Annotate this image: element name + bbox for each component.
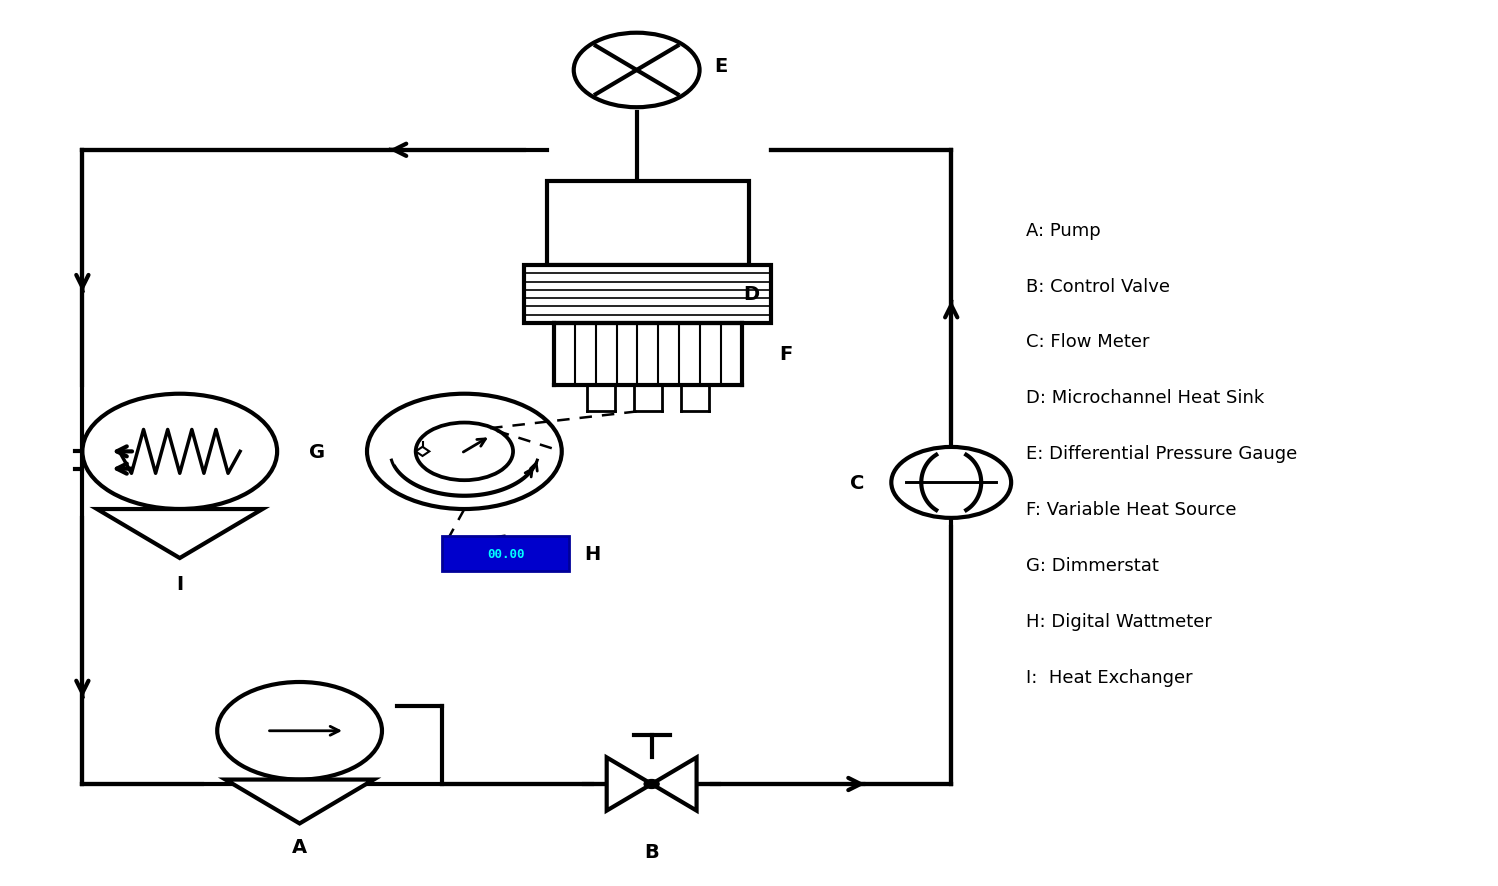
- Text: F: F: [779, 345, 792, 364]
- Text: C: C: [849, 473, 864, 493]
- Text: A: A: [292, 836, 307, 856]
- Text: D: Microchannel Heat Sink: D: Microchannel Heat Sink: [1026, 389, 1264, 407]
- Text: H: Digital Wattmeter: H: Digital Wattmeter: [1026, 612, 1212, 630]
- Bar: [442, 536, 569, 571]
- Circle shape: [891, 447, 1011, 518]
- Text: E: E: [715, 57, 728, 76]
- Circle shape: [82, 394, 277, 509]
- Text: H: H: [584, 544, 601, 563]
- Text: I:  Heat Exchanger: I: Heat Exchanger: [1026, 668, 1192, 686]
- Bar: [547, 182, 749, 266]
- Circle shape: [574, 34, 700, 108]
- Text: B: Control Valve: B: Control Valve: [1026, 277, 1170, 295]
- Text: A: Pump: A: Pump: [1026, 222, 1101, 239]
- Polygon shape: [97, 509, 262, 558]
- Text: B: B: [644, 842, 659, 860]
- Text: D: D: [743, 285, 759, 304]
- Polygon shape: [415, 447, 430, 456]
- Polygon shape: [226, 780, 373, 824]
- Circle shape: [415, 424, 512, 480]
- Polygon shape: [652, 758, 697, 811]
- Text: C: Flow Meter: C: Flow Meter: [1026, 333, 1149, 351]
- Circle shape: [217, 682, 382, 780]
- Circle shape: [644, 780, 659, 789]
- Text: 00.00: 00.00: [487, 548, 524, 560]
- Text: F: Variable Heat Source: F: Variable Heat Source: [1026, 501, 1237, 518]
- Text: E: Differential Pressure Gauge: E: Differential Pressure Gauge: [1026, 445, 1297, 462]
- Circle shape: [367, 394, 562, 509]
- Text: I: I: [177, 574, 183, 594]
- Text: G: G: [309, 442, 325, 462]
- Polygon shape: [607, 758, 652, 811]
- Text: G: Dimmerstat: G: Dimmerstat: [1026, 556, 1159, 574]
- Bar: [524, 266, 771, 323]
